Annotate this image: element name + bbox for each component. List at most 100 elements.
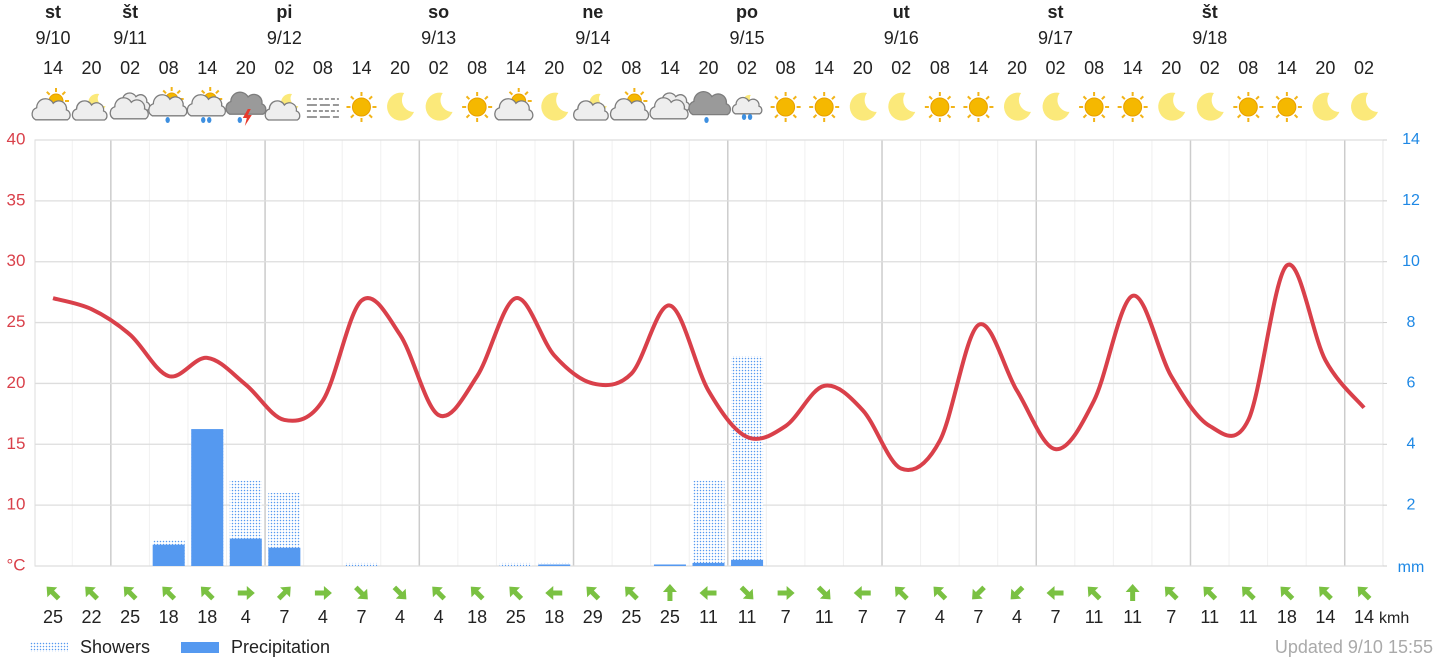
hour-label: 14 — [506, 58, 526, 78]
y2-tick-label: 2 — [1407, 496, 1416, 513]
sun-ray — [792, 114, 797, 119]
day-date: 9/17 — [1038, 28, 1073, 48]
weather-icon — [809, 92, 840, 122]
y-tick-label: °C — [6, 555, 25, 574]
precipitation-bar — [653, 564, 686, 566]
hour-label: 14 — [814, 58, 834, 78]
sun — [814, 97, 834, 117]
weather-icon — [1271, 92, 1302, 122]
sun — [776, 97, 796, 117]
hour-label: 02 — [1354, 58, 1374, 78]
weather-icon — [1117, 92, 1148, 122]
hour-label: 08 — [930, 58, 950, 78]
day-name: st — [45, 2, 61, 22]
y-tick-label: 35 — [7, 190, 26, 209]
day-name: št — [122, 2, 138, 22]
wind-arrow — [816, 585, 831, 600]
weather-icon — [346, 92, 377, 122]
wind-arrow — [432, 586, 447, 601]
wind-speed: 4 — [318, 607, 328, 627]
weather-icon — [494, 88, 534, 121]
wind-arrow — [1046, 585, 1064, 600]
sun-ray — [812, 114, 818, 119]
sun-ray — [368, 114, 373, 119]
wind-arrow — [777, 586, 795, 601]
moon — [425, 92, 453, 121]
hour-label: 14 — [1123, 58, 1143, 78]
y2-tick-label: 8 — [1407, 314, 1416, 331]
wind-speed: 14 — [1315, 607, 1335, 627]
showers-bar — [692, 480, 725, 566]
weather-icon — [1003, 92, 1031, 121]
legend-swatch-precipitation — [181, 642, 219, 653]
moon — [1312, 92, 1340, 121]
precipitation-bar — [538, 564, 571, 566]
wind-arrow — [625, 586, 639, 601]
wind-speed: 25 — [660, 607, 680, 627]
sun-ray — [640, 91, 645, 96]
sun-ray — [1082, 95, 1088, 100]
weather-icon — [387, 92, 415, 121]
sun-ray — [1293, 114, 1299, 119]
sun-ray — [201, 89, 206, 95]
sun-ray — [985, 95, 990, 100]
wind-speed: 7 — [279, 607, 289, 627]
wind-speed: 7 — [1166, 607, 1176, 627]
wind-speed: 18 — [1277, 607, 1297, 627]
hour-label: 20 — [1315, 58, 1335, 78]
weather-icon — [1079, 92, 1110, 122]
y2-tick-label: 14 — [1402, 131, 1420, 148]
sun-ray — [46, 91, 51, 96]
precipitation-bar — [152, 544, 185, 566]
hour-label: 02 — [274, 58, 294, 78]
hour-label: 20 — [236, 58, 256, 78]
cloud — [688, 91, 732, 116]
day-date: 9/13 — [421, 28, 456, 48]
sun-ray — [946, 95, 952, 100]
weather-icon — [849, 92, 877, 121]
wind-speed: 11 — [815, 607, 834, 627]
y-tick-label: 25 — [7, 312, 26, 331]
weather-icon — [425, 92, 453, 121]
wind-arrow — [162, 586, 177, 601]
rain-drop — [207, 117, 212, 123]
sun-ray — [1101, 95, 1106, 100]
wind-arrow — [85, 586, 99, 601]
weather-icon — [1158, 92, 1186, 121]
sun-ray — [967, 95, 972, 100]
moon — [888, 92, 916, 121]
weather-icon — [888, 92, 916, 121]
weather-icon — [462, 92, 493, 122]
sun — [467, 97, 487, 117]
hour-label: 08 — [313, 58, 333, 78]
moon — [1158, 92, 1186, 121]
sun-ray — [967, 114, 972, 119]
wind-speed: 22 — [82, 607, 102, 627]
hour-label: 14 — [351, 58, 371, 78]
day-date: 9/10 — [35, 28, 70, 48]
sun-ray — [176, 89, 181, 95]
sun — [1238, 97, 1258, 117]
wind-arrow — [739, 585, 754, 600]
wind-arrow — [470, 586, 485, 601]
y-tick-label: 20 — [7, 373, 26, 392]
sun-ray — [624, 91, 629, 96]
day-name: st — [1048, 2, 1064, 22]
weather-icon — [731, 94, 763, 120]
wind-speed: 11 — [1200, 607, 1219, 627]
cloud — [31, 98, 71, 121]
wind-speed: 11 — [1123, 607, 1142, 627]
hour-label: 02 — [1046, 58, 1066, 78]
y-tick-label: 40 — [7, 129, 26, 148]
sun-ray — [1139, 95, 1144, 100]
temperature-line — [52, 262, 1366, 472]
wind-speed: 11 — [738, 607, 757, 627]
sun-ray — [985, 114, 990, 119]
cloud — [186, 94, 227, 117]
hour-label: 02 — [583, 58, 603, 78]
cloud — [225, 91, 267, 115]
cloud — [148, 94, 188, 117]
wind-arrow — [586, 586, 601, 601]
day-name: so — [428, 2, 449, 22]
